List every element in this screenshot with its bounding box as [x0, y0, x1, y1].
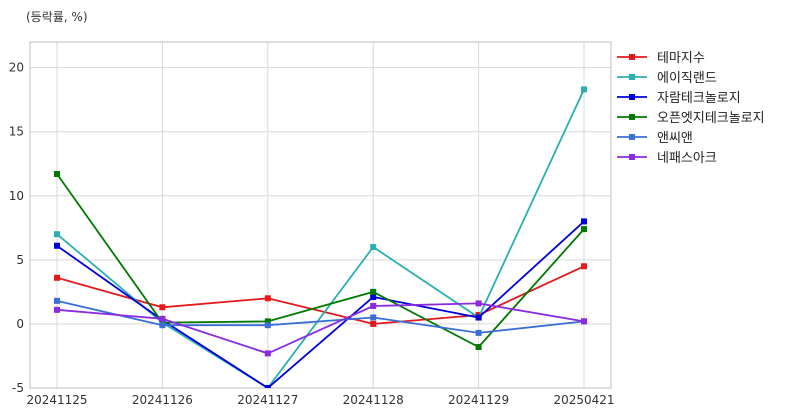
data-point: [475, 343, 482, 350]
x-tick-label: 20241128: [343, 393, 404, 407]
data-point: [54, 231, 60, 238]
data-point: [159, 322, 166, 329]
x-tick-label: 20241126: [132, 393, 193, 407]
data-point: [54, 274, 60, 281]
data-point: [370, 320, 377, 327]
data-point: [159, 315, 166, 322]
data-point: [54, 242, 60, 249]
data-point: [370, 288, 377, 295]
y-tick-label: 5: [16, 253, 24, 267]
data-point: [54, 306, 60, 313]
plot-area: -5 0 5 10 15 20 20241125 20241126 20241127 202411…: [9, 41, 615, 407]
series-line: [56, 220, 585, 388]
data-point: [264, 318, 271, 325]
y-tick-label: -5: [12, 381, 24, 395]
x-tick-label: 20241129: [448, 393, 509, 407]
plot-frame: [29, 41, 612, 389]
legend-swatch-marker: [629, 74, 635, 80]
legend-item: 오픈엣지테크놀로지: [617, 111, 765, 126]
data-point: [581, 218, 587, 225]
series-line: [56, 173, 585, 349]
legend-swatch-marker: [629, 154, 635, 160]
x-tick-label: 20250421: [553, 393, 614, 407]
legend-swatch-marker: [629, 134, 635, 140]
x-tick-label: 20241127: [237, 393, 298, 407]
data-point: [475, 329, 482, 336]
data-point: [370, 244, 377, 251]
legend-label: 테마지수: [657, 51, 705, 66]
data-point: [370, 302, 377, 309]
data-point: [475, 300, 482, 307]
data-point: [581, 263, 587, 270]
data-point: [159, 304, 166, 311]
series-line: [56, 302, 585, 355]
series-layer: [54, 86, 587, 388]
y-tick-label: 10: [9, 189, 24, 203]
data-point: [264, 385, 271, 388]
data-point: [54, 297, 60, 304]
y-tick-label: 20: [9, 61, 24, 75]
data-point: [370, 314, 377, 321]
legend-swatch-marker: [629, 94, 635, 100]
legend-item: 자람테크놀로지: [617, 91, 741, 106]
data-point: [264, 322, 271, 329]
y-tick-label: 0: [16, 317, 24, 331]
data-point: [264, 350, 271, 357]
legend-swatch-marker: [629, 54, 635, 60]
data-point: [581, 226, 587, 233]
data-point: [581, 318, 587, 325]
chart-unit-label: (등락률, %): [26, 10, 88, 24]
legend-item: 테마지수: [617, 51, 705, 66]
x-tick-label: 20241125: [26, 393, 87, 407]
data-point: [581, 86, 587, 93]
data-point: [54, 170, 60, 177]
legend-item: 에이직랜드: [617, 71, 717, 86]
series-line: [56, 300, 585, 334]
legend-label: 자람테크놀로지: [657, 91, 741, 106]
y-tick-label: 15: [9, 125, 24, 139]
legend-item: 네패스아크: [617, 151, 717, 166]
data-point: [370, 294, 377, 301]
data-point: [475, 314, 482, 321]
legend-label: 네패스아크: [657, 151, 717, 166]
legend-item: 앤씨앤: [617, 131, 693, 146]
legend-label: 오픈엣지테크놀로지: [657, 111, 765, 126]
data-point: [264, 295, 271, 302]
legend-swatch-marker: [629, 114, 635, 120]
legend-label: 앤씨앤: [657, 131, 693, 146]
series-line: [56, 265, 585, 325]
legend-label: 에이직랜드: [657, 71, 717, 86]
